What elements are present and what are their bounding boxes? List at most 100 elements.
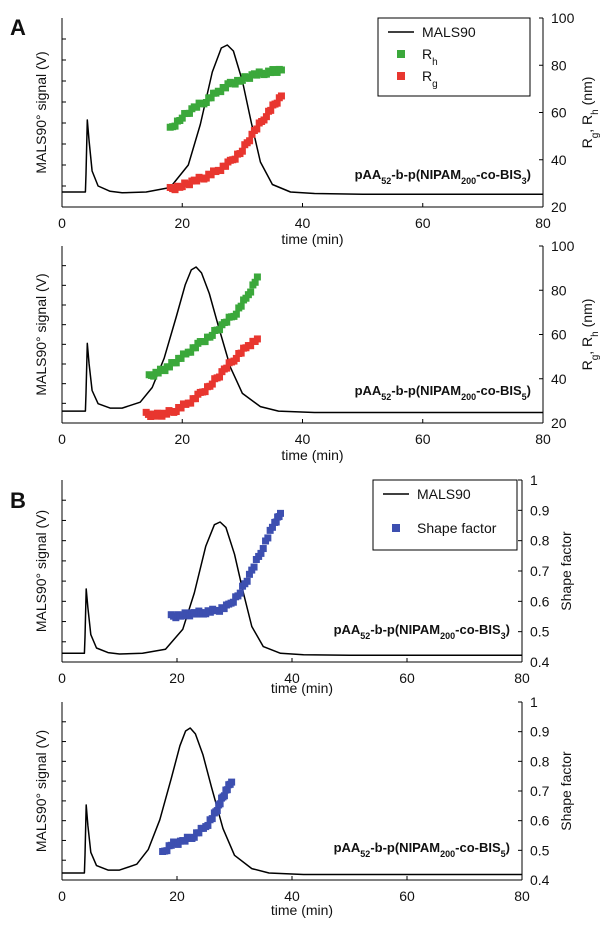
data-point (154, 369, 162, 377)
data-point (247, 342, 255, 350)
data-point (246, 137, 254, 145)
series-line-mals90 (62, 266, 543, 414)
data-point (264, 534, 272, 542)
sample-annotation: pAA52-b-p(NIPAM200-co-BIS3) (355, 167, 531, 186)
legend-label: Rg (422, 68, 438, 90)
data-point (220, 792, 228, 800)
chart-3: 0 20 40 60 800.4 0.5 0.6 0.7 0.8 0.9 1 time (min) MA… (33, 472, 574, 696)
right-tick-label: 0.8 (530, 753, 550, 769)
right-tick-label: 0.9 (530, 502, 550, 518)
data-point (202, 98, 210, 106)
right-axis-label: Rg, Rh (nm) (579, 77, 601, 149)
data-point (207, 171, 215, 179)
x-tick-label: 60 (415, 431, 431, 447)
legend-label: MALS90 (422, 24, 476, 40)
data-point (187, 399, 195, 407)
x-tick-label: 0 (58, 888, 66, 904)
sample-annotation: pAA52-b-p(NIPAM200-co-BIS5) (334, 840, 510, 859)
right-tick-label: 0.7 (530, 563, 550, 579)
data-point (177, 404, 185, 412)
x-tick-label: 40 (284, 670, 300, 686)
legend-square-swatch (397, 72, 405, 80)
series-rh (145, 273, 261, 380)
x-tick-label: 40 (295, 431, 311, 447)
right-tick-label: 0.7 (530, 783, 550, 799)
right-tick-label: 1 (530, 694, 538, 710)
right-tick-label: 0.6 (530, 593, 550, 609)
data-point (223, 318, 231, 326)
right-tick-label: 0.5 (530, 842, 550, 858)
panel-letter-b: B (10, 488, 26, 513)
data-point (216, 373, 224, 381)
data-point (250, 563, 258, 571)
data-point (223, 364, 231, 372)
data-point (181, 837, 189, 845)
data-point (232, 354, 240, 362)
x-tick-label: 60 (399, 670, 415, 686)
x-tick-label: 20 (174, 431, 190, 447)
x-tick-label: 80 (535, 431, 551, 447)
right-tick-label: 80 (551, 57, 567, 73)
right-axis-label: Rg, Rh (nm) (579, 299, 601, 371)
x-tick-label: 0 (58, 431, 66, 447)
data-point (245, 570, 253, 578)
legend-box (372, 479, 518, 551)
data-point (177, 354, 185, 362)
data-point (238, 76, 246, 84)
x-axis-label: time (min) (271, 902, 333, 918)
x-tick-label: 40 (295, 215, 311, 231)
data-point (277, 92, 285, 100)
right-tick-label: 40 (551, 371, 567, 387)
data-point (165, 363, 173, 371)
data-point (232, 310, 240, 318)
right-tick-label: 80 (551, 282, 567, 298)
data-point (220, 605, 228, 613)
data-point (242, 294, 250, 302)
data-point (228, 778, 236, 786)
right-tick-label: 20 (551, 199, 567, 215)
left-axis-label: MALS90° signal (V) (33, 730, 49, 852)
legend: MALS90 Shape factor (372, 479, 518, 551)
data-point (172, 359, 180, 367)
data-point (204, 821, 212, 829)
data-point (161, 367, 169, 375)
series-rg (142, 335, 261, 421)
x-tick-label: 20 (169, 670, 185, 686)
data-point (222, 162, 230, 170)
data-point (208, 815, 216, 823)
data-point (248, 130, 256, 138)
data-point (171, 122, 179, 130)
data-point (178, 114, 186, 122)
data-point (213, 807, 221, 815)
data-point (237, 302, 245, 310)
data-point (272, 518, 280, 526)
right-tick-label: 0.9 (530, 724, 550, 740)
x-tick-label: 80 (535, 215, 551, 231)
data-point (185, 181, 193, 189)
data-point (195, 829, 203, 837)
data-point (187, 348, 195, 356)
data-point (236, 589, 244, 597)
right-tick-label: 0.4 (530, 872, 550, 888)
data-point (163, 847, 171, 855)
right-tick-label: 0.4 (530, 654, 550, 670)
data-point (277, 509, 284, 517)
left-axis-label: MALS90° signal (V) (33, 510, 49, 632)
data-point (208, 380, 216, 388)
right-tick-label: 0.6 (530, 813, 550, 829)
x-tick-label: 60 (399, 888, 415, 904)
data-point (222, 84, 230, 92)
data-point (277, 66, 285, 74)
data-point (273, 99, 281, 107)
legend-label: Rh (422, 46, 438, 68)
x-tick-label: 20 (174, 215, 190, 231)
data-point (190, 833, 198, 841)
data-point (247, 288, 255, 296)
data-point (267, 106, 275, 114)
data-point (223, 786, 231, 794)
right-tick-label: 60 (551, 327, 567, 343)
series-line-mals90 (62, 727, 522, 876)
